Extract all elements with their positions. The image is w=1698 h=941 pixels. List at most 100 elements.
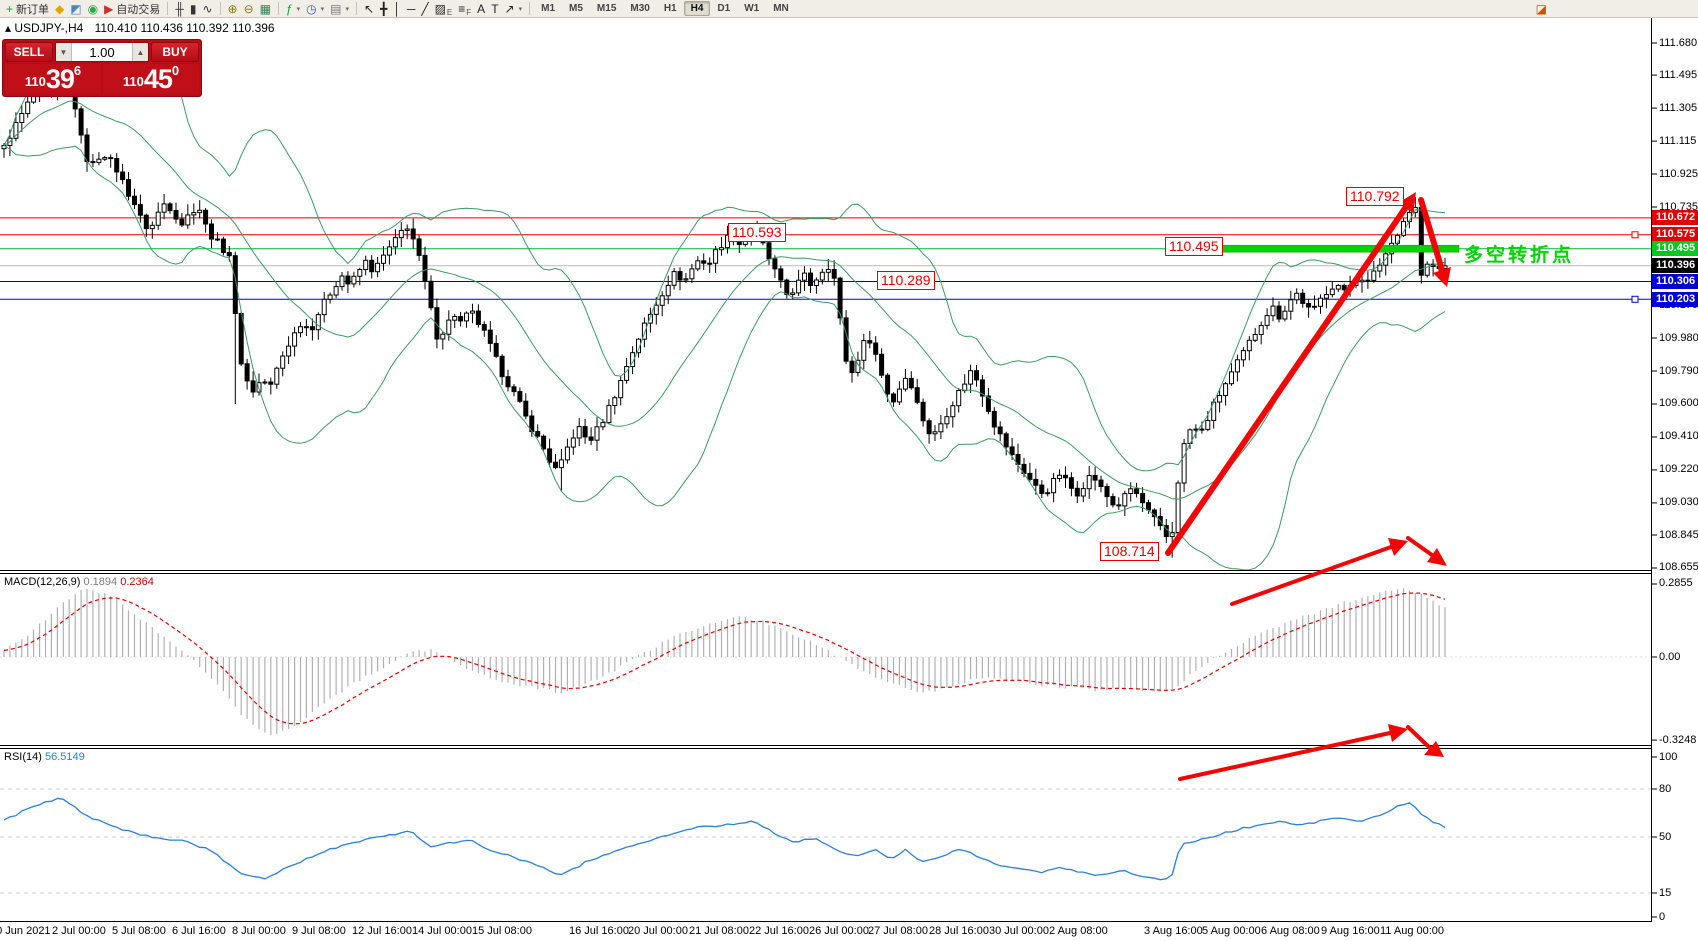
- market-watch-button[interactable]: ◩: [67, 1, 84, 17]
- trend-arrow[interactable]: [1406, 536, 1434, 557]
- sell-price-main: 39: [45, 64, 75, 94]
- volume-stepper: ▼ 1.00 ▲: [55, 42, 149, 62]
- timeframe-h1[interactable]: H1: [663, 3, 677, 14]
- channel-button[interactable]: ▨ E: [432, 1, 456, 17]
- community-icon: ◪: [1535, 1, 1547, 16]
- signals-button[interactable]: ◉: [85, 1, 101, 17]
- chevron-down-icon: ▾: [345, 5, 350, 13]
- cursor-button[interactable]: ↖: [361, 1, 377, 17]
- sell-price-prefix: 110: [24, 74, 46, 89]
- vline-button[interactable]: │: [390, 1, 404, 17]
- hline-button[interactable]: ─: [404, 1, 419, 17]
- bar-chart-button[interactable]: ╫: [172, 1, 187, 17]
- trend-arrow[interactable]: [1418, 197, 1445, 273]
- templates-button[interactable]: ▤ ▾: [327, 1, 352, 17]
- macd-layer: [0, 588, 1651, 736]
- time-axis-label: 6 Jul 16:00: [172, 925, 226, 937]
- autotrading-button[interactable]: ▶ 自动交易: [101, 1, 163, 17]
- zoom-in-icon: ⊕: [227, 1, 238, 16]
- equidistant-channel-icon-sub: E: [446, 7, 453, 17]
- bollinger-bands-layer: [3, 42, 1446, 571]
- metaeditor-button[interactable]: ◆: [52, 1, 67, 17]
- price-annotation-label[interactable]: 110.792: [1346, 187, 1404, 206]
- sell-button[interactable]: SELL: [5, 42, 53, 62]
- time-axis-label: 12 Jul 16:00: [352, 925, 412, 937]
- timeframe-m15[interactable]: M15: [596, 3, 617, 14]
- community-button[interactable]: ◪: [1533, 1, 1550, 17]
- trend-arrow[interactable]: [1165, 204, 1409, 556]
- trend-arrow-head: [1424, 741, 1444, 757]
- crosshair-button[interactable]: ╋: [377, 1, 390, 17]
- macd-main-value: 0.1894: [83, 576, 118, 588]
- price-annotation-label[interactable]: 110.289: [877, 271, 935, 290]
- buy-price-pip: 0: [171, 63, 180, 78]
- profile-icon: ◩: [70, 1, 82, 16]
- volume-input[interactable]: 1.00: [72, 43, 132, 61]
- arrows-tool-icon: ↗: [504, 1, 515, 16]
- turning-point-note[interactable]: 多空转折点: [1464, 245, 1575, 266]
- price-annotation-label[interactable]: 108.714: [1100, 542, 1159, 561]
- volume-increase-button[interactable]: ▲: [132, 43, 148, 61]
- time-axis-label: 5 Jul 08:00: [112, 925, 166, 937]
- new-order-button[interactable]: + 新订单: [3, 1, 52, 17]
- zoom-in-button[interactable]: ⊕: [225, 1, 241, 17]
- autotrading-button-label: 自动交易: [116, 3, 161, 16]
- timeframe-m5[interactable]: M5: [569, 3, 583, 14]
- macd-tick-label: 0.2855: [1659, 577, 1693, 590]
- buy-price-display[interactable]: 110 45 0: [103, 64, 199, 94]
- line-handle[interactable]: [1631, 295, 1639, 303]
- zoom-out-button[interactable]: ⊖: [241, 1, 257, 17]
- candlestick-chart-icon: ▮: [189, 1, 197, 16]
- timeframe-w1[interactable]: W1: [744, 3, 760, 14]
- fibonacci-button[interactable]: ≡ F: [455, 1, 474, 17]
- price-tick-label: 109.410: [1659, 430, 1698, 443]
- candle-chart-button[interactable]: ▮: [187, 1, 200, 17]
- volume-decrease-button[interactable]: ▼: [56, 43, 72, 61]
- price-tick-label: 111.495: [1659, 68, 1698, 81]
- trend-arrow[interactable]: [1178, 731, 1392, 781]
- text-button[interactable]: A: [474, 1, 488, 17]
- time-axis-label: 30 Jul 00:00: [989, 925, 1049, 937]
- oneclick-toggle-icon[interactable]: ▴: [5, 21, 12, 35]
- trend-arrow[interactable]: [1230, 545, 1393, 606]
- panel-frames-layer: [0, 17, 1657, 922]
- fibonacci-icon: ≡: [458, 1, 466, 16]
- toolbar-separator: [219, 2, 221, 15]
- tile-windows-button[interactable]: ▦: [257, 1, 274, 17]
- trend-arrows-layer[interactable]: [1165, 192, 1451, 781]
- buy-button[interactable]: BUY: [151, 42, 199, 62]
- price-annotation-label[interactable]: 110.593: [728, 223, 786, 242]
- timeframe-m1[interactable]: M1: [541, 3, 556, 14]
- line-chart-button[interactable]: ∿: [199, 1, 215, 17]
- trendline-icon: ╱: [421, 1, 429, 16]
- trend-arrow[interactable]: [1406, 725, 1432, 750]
- price-tick-label: 108.845: [1659, 528, 1698, 541]
- rsi-tick-label: 50: [1659, 830, 1672, 843]
- candles-layer: [1, 51, 1448, 558]
- macd-label: MACD(12,26,9) 0.1894 0.2364: [4, 576, 154, 588]
- signals-icon: ◉: [87, 1, 99, 16]
- line-handle[interactable]: [1631, 231, 1639, 239]
- symbol-ohlc-values: 110.410 110.436 110.392 110.396: [94, 21, 275, 35]
- toolbar-separator: [277, 2, 279, 15]
- rsi-tick-label: 80: [1659, 782, 1672, 795]
- label-button[interactable]: T: [488, 1, 501, 17]
- indicators-button[interactable]: ƒ ▾: [283, 1, 303, 17]
- price-tick-label: 110.735: [1659, 200, 1698, 213]
- timeframe-d1[interactable]: D1: [717, 3, 731, 14]
- trend-arrow-head: [1388, 538, 1408, 556]
- sell-price-display[interactable]: 110 39 6: [5, 64, 101, 94]
- turning-point-highlight-bar[interactable]: [1218, 244, 1460, 253]
- crosshair-icon: ╋: [380, 1, 388, 16]
- periods-button[interactable]: ◷ ▾: [303, 1, 327, 17]
- autotrading-play-icon: ▶: [104, 1, 114, 16]
- trendline-button[interactable]: ╱: [418, 1, 431, 17]
- chart-annotations-layer[interactable]: [1218, 244, 1460, 253]
- timeframe-h4[interactable]: H4: [683, 1, 711, 16]
- new-order-icon: +: [6, 1, 14, 16]
- arrows-button[interactable]: ↗ ▾: [502, 1, 526, 17]
- timeframe-m30[interactable]: M30: [630, 3, 650, 14]
- timeframe-mn[interactable]: MN: [773, 3, 789, 14]
- price-annotation-label[interactable]: 110.495: [1165, 237, 1223, 256]
